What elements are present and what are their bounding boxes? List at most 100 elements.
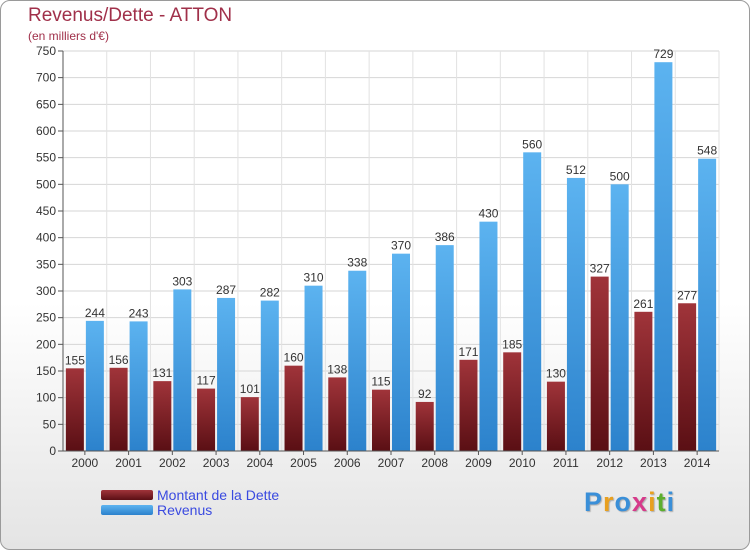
data-label-dette: 130	[546, 367, 566, 381]
bar-dette	[415, 401, 434, 451]
data-label-revenus: 386	[435, 230, 455, 244]
x-tick-label: 2004	[246, 456, 273, 470]
y-tick-label: 250	[36, 311, 56, 325]
legend-label-debt: Montant de la Dette	[157, 487, 280, 503]
data-label-revenus: 500	[610, 169, 630, 183]
bars	[65, 62, 717, 452]
grid	[62, 50, 720, 452]
y-axis: 0 50 100 150 200 250 300 350 400 450 500 550 600 650 7…	[36, 44, 64, 458]
logo-letter: P	[584, 487, 604, 517]
bar-revenus	[435, 245, 454, 451]
x-tick-label: 2014	[684, 456, 711, 470]
data-label-dette: 92	[418, 387, 432, 401]
data-label-revenus: 548	[697, 144, 717, 158]
data-label-dette: 156	[109, 353, 129, 367]
y-tick-label: 200	[36, 337, 56, 351]
bar-revenus	[217, 297, 236, 451]
data-label-dette: 327	[590, 262, 610, 276]
data-label-revenus: 560	[522, 137, 542, 151]
bar-revenus	[85, 320, 104, 451]
x-tick-label: 2008	[421, 456, 448, 470]
y-tick-label: 700	[36, 71, 56, 85]
x-tick-label: 2013	[640, 456, 667, 470]
y-tick-label: 650	[36, 97, 56, 111]
data-label-dette: 261	[633, 297, 653, 311]
data-labels: 155 244 156 243 131 303 117 287 101 282 160 310 138 3…	[65, 47, 718, 401]
x-tick-label: 2000	[72, 456, 99, 470]
logo-letter: t	[656, 487, 667, 517]
data-label-dette: 160	[284, 351, 304, 365]
data-label-dette: 185	[502, 337, 522, 351]
data-label-revenus: 338	[347, 256, 367, 270]
x-tick-label: 2005	[290, 456, 317, 470]
bar-dette	[503, 352, 522, 451]
bar-revenus	[129, 321, 148, 451]
bar-dette	[240, 397, 259, 451]
bar-revenus	[610, 184, 629, 452]
y-tick-label: 350	[36, 257, 56, 271]
x-tick-label: 2001	[115, 456, 142, 470]
y-tick-label: 100	[36, 391, 56, 405]
logo-letter: i	[648, 487, 657, 517]
data-label-revenus: 287	[216, 283, 236, 297]
data-label-dette: 115	[371, 375, 390, 389]
x-tick-label: 2006	[334, 456, 361, 470]
y-tick-label: 150	[36, 364, 56, 378]
bar-revenus	[348, 270, 367, 451]
y-tick-label: 400	[36, 231, 56, 245]
data-label-revenus: 303	[172, 274, 192, 288]
x-tick-label: 2010	[509, 456, 536, 470]
x-tick-label: 2009	[465, 456, 492, 470]
legend-swatch-revenus	[101, 505, 153, 515]
y-tick-label: 600	[36, 124, 56, 138]
bar-dette	[546, 381, 565, 451]
y-tick-label: 50	[43, 417, 57, 431]
bar-revenus	[566, 177, 585, 451]
data-label-revenus: 244	[85, 306, 105, 320]
data-label-revenus: 729	[653, 47, 673, 61]
bar-revenus	[173, 289, 192, 451]
x-tick-label: 2012	[596, 456, 623, 470]
bar-dette	[153, 381, 172, 451]
bar-dette	[328, 377, 347, 451]
x-tick-label: 2007	[378, 456, 405, 470]
data-label-dette: 155	[65, 353, 85, 367]
data-label-dette: 101	[240, 382, 260, 396]
data-label-revenus: 370	[391, 239, 411, 253]
bar-dette	[65, 368, 84, 451]
x-axis: 2000 2001 2002 2003 2004 2005 2006 2007 2008 2009…	[63, 450, 719, 470]
bar-dette	[372, 389, 390, 451]
data-label-dette: 117	[196, 374, 215, 388]
data-label-revenus: 430	[478, 207, 498, 221]
y-tick-label: 450	[36, 204, 56, 218]
y-tick-label: 550	[36, 151, 56, 165]
data-label-dette: 131	[152, 366, 172, 380]
data-label-revenus: 282	[260, 286, 280, 300]
data-label-dette: 138	[327, 362, 347, 376]
bar-dette	[590, 276, 609, 451]
bar-dette	[634, 311, 653, 451]
x-tick-label: 2003	[203, 456, 230, 470]
y-tick-label: 300	[36, 284, 56, 298]
proxiti-logo: Proxiti	[584, 487, 675, 518]
bar-revenus	[698, 158, 717, 451]
legend-swatch-debt	[101, 490, 153, 500]
chart-title: Revenus/Dette - ATTON	[28, 5, 233, 26]
logo-letter: r	[603, 487, 615, 517]
bar-revenus	[479, 221, 498, 451]
bar-dette	[284, 365, 303, 451]
bar-dette	[109, 367, 128, 451]
data-label-revenus: 243	[129, 306, 149, 320]
data-label-revenus: 512	[566, 163, 586, 177]
y-tick-label: 500	[36, 177, 56, 191]
chart-subtitle: (en milliers d'€)	[28, 29, 109, 43]
bar-dette	[459, 359, 478, 451]
bar-dette	[197, 388, 216, 451]
bar-revenus	[654, 62, 673, 451]
bar-revenus	[523, 152, 542, 452]
y-tick-label: 0	[49, 444, 56, 458]
bar-revenus	[260, 300, 279, 451]
logo-letter: o	[614, 487, 633, 517]
